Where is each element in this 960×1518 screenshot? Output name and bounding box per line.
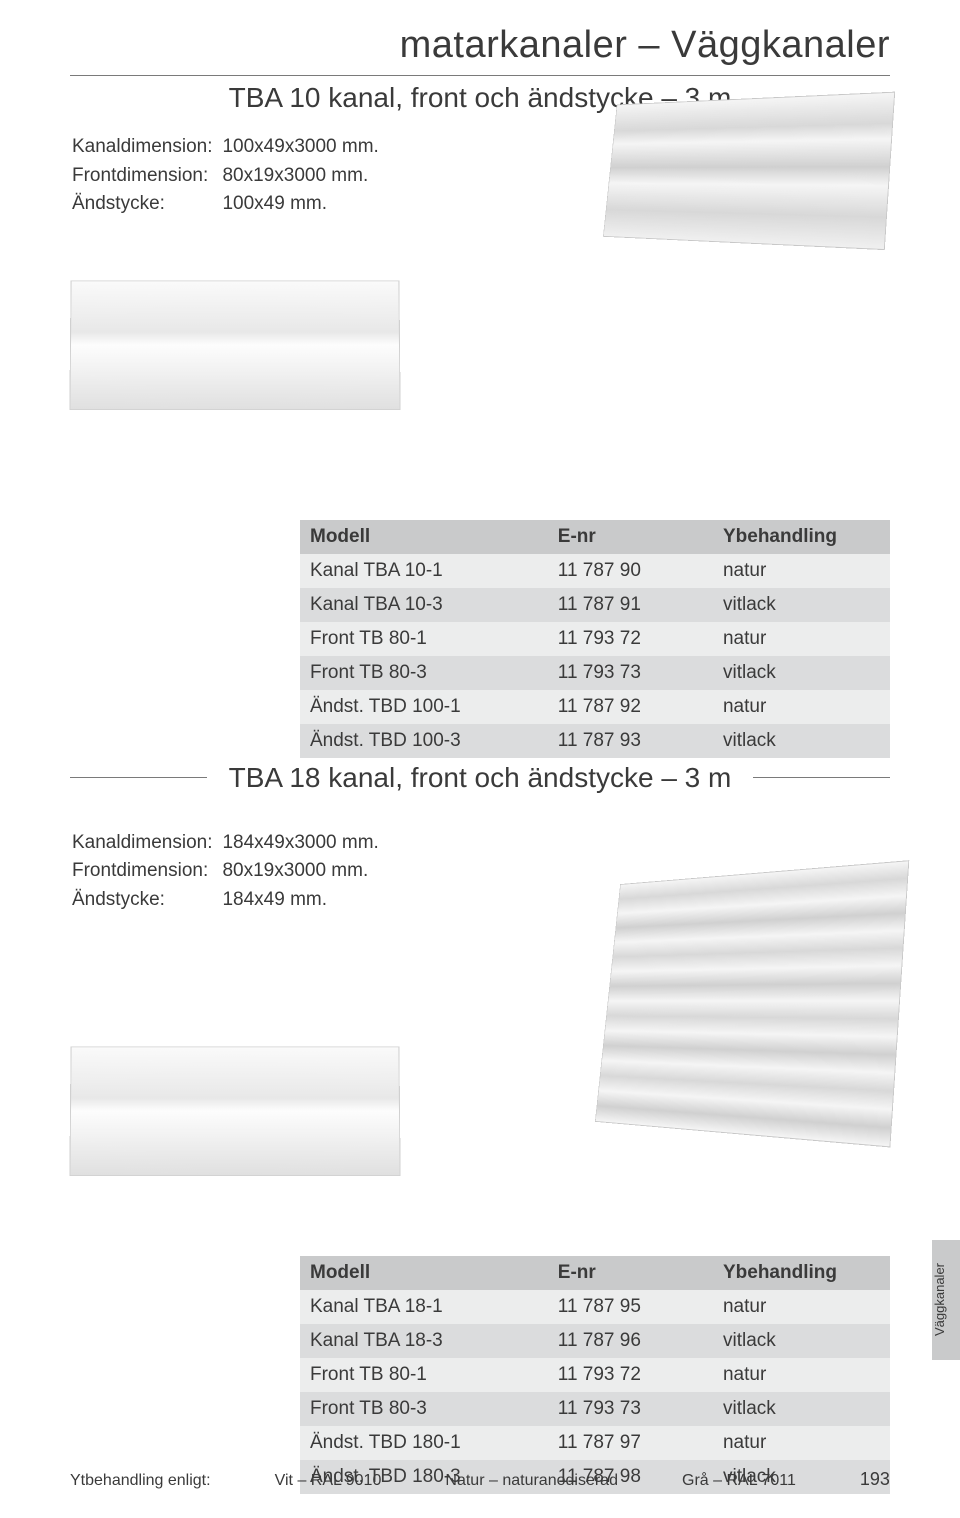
spec-value: 100x49x3000 mm. bbox=[222, 134, 378, 161]
cell-model: Front TB 80-1 bbox=[300, 622, 548, 656]
cell-model: Kanal TBA 18-3 bbox=[300, 1324, 548, 1358]
table-row: Ändst. TBD 180-111 787 97natur bbox=[300, 1426, 890, 1460]
footer-item: Vit – RAL 9010 bbox=[275, 1472, 382, 1490]
cell-enr: 11 793 73 bbox=[548, 656, 713, 690]
cell-yb: natur bbox=[713, 554, 890, 588]
cell-yb: vitlack bbox=[713, 1392, 890, 1426]
table-row: Front TB 80-111 793 72natur bbox=[300, 1358, 890, 1392]
spec-label: Frontdimension: bbox=[72, 163, 220, 190]
section2-divider: TBA 18 kanal, front och ändstycke – 3 m bbox=[70, 758, 890, 794]
cell-yb: natur bbox=[713, 1426, 890, 1460]
cell-yb: natur bbox=[713, 690, 890, 724]
page-title: matarkanaler – Väggkanaler bbox=[0, 0, 960, 75]
col-header-enr: E-nr bbox=[548, 1256, 713, 1290]
table-row: Front TB 80-311 793 73vitlack bbox=[300, 1392, 890, 1426]
cell-enr: 11 787 97 bbox=[548, 1426, 713, 1460]
cell-enr: 11 787 93 bbox=[548, 724, 713, 758]
cell-yb: natur bbox=[713, 622, 890, 656]
cell-yb: vitlack bbox=[713, 588, 890, 622]
cell-yb: natur bbox=[713, 1290, 890, 1324]
spec-value: 80x19x3000 mm. bbox=[222, 858, 378, 885]
cell-enr: 11 793 72 bbox=[548, 1358, 713, 1392]
table-row: Ändst. TBD 100-311 787 93vitlack bbox=[300, 724, 890, 758]
front-product-image bbox=[69, 1046, 400, 1176]
spec-label: Frontdimension: bbox=[72, 858, 220, 885]
cell-yb: natur bbox=[713, 1358, 890, 1392]
table-row: Kanal TBA 10-311 787 91vitlack bbox=[300, 588, 890, 622]
section1-table: Modell E-nr Ybehandling Kanal TBA 10-111… bbox=[300, 520, 890, 758]
spec-row: Frontdimension:80x19x3000 mm. bbox=[72, 163, 379, 190]
spec-row: Ändstycke:100x49 mm. bbox=[72, 191, 379, 218]
divider-line-left bbox=[70, 777, 207, 778]
cell-model: Ändst. TBD 180-1 bbox=[300, 1426, 548, 1460]
spec-label: Kanaldimension: bbox=[72, 830, 220, 857]
spec-label: Ändstycke: bbox=[72, 191, 220, 218]
cell-yb: vitlack bbox=[713, 1324, 890, 1358]
cell-enr: 11 787 90 bbox=[548, 554, 713, 588]
spec-label: Ändstycke: bbox=[72, 887, 220, 914]
table-row: Kanal TBA 18-111 787 95natur bbox=[300, 1290, 890, 1324]
cell-model: Ändst. TBD 100-1 bbox=[300, 690, 548, 724]
section2-specs: Kanaldimension:184x49x3000 mm. Frontdime… bbox=[0, 828, 381, 916]
spec-row: Kanaldimension:100x49x3000 mm. bbox=[72, 134, 379, 161]
cell-enr: 11 787 92 bbox=[548, 690, 713, 724]
section2-images bbox=[0, 916, 960, 1256]
spec-value: 184x49x3000 mm. bbox=[222, 830, 378, 857]
cell-model: Kanal TBA 18-1 bbox=[300, 1290, 548, 1324]
table-header-row: Modell E-nr Ybehandling bbox=[300, 1256, 890, 1290]
col-header-enr: E-nr bbox=[548, 520, 713, 554]
cell-enr: 11 793 73 bbox=[548, 1392, 713, 1426]
spec-value: 184x49 mm. bbox=[222, 887, 378, 914]
page-number: 193 bbox=[860, 1469, 890, 1490]
cell-model: Kanal TBA 10-3 bbox=[300, 588, 548, 622]
footer-item: Natur – naturanodiserad bbox=[445, 1472, 618, 1490]
col-header-ybehandling: Ybehandling bbox=[713, 520, 890, 554]
spec-value: 100x49 mm. bbox=[222, 191, 378, 218]
table-row: Kanal TBA 18-311 787 96vitlack bbox=[300, 1324, 890, 1358]
table-row: Ändst. TBD 100-111 787 92natur bbox=[300, 690, 890, 724]
footer-label: Ytbehandling enligt: bbox=[70, 1472, 211, 1490]
divider-line-right bbox=[753, 777, 890, 778]
cell-model: Front TB 80-3 bbox=[300, 656, 548, 690]
footer-item: Grå – RAL 7011 bbox=[682, 1472, 796, 1490]
col-header-ybehandling: Ybehandling bbox=[713, 1256, 890, 1290]
cell-model: Front TB 80-1 bbox=[300, 1358, 548, 1392]
kanal-product-image-tall bbox=[595, 860, 909, 1147]
footer: Ytbehandling enligt: Vit – RAL 9010 Natu… bbox=[70, 1469, 890, 1490]
section2-title: TBA 18 kanal, front och ändstycke – 3 m bbox=[207, 762, 754, 794]
spec-row: Frontdimension:80x19x3000 mm. bbox=[72, 858, 379, 885]
spec-label: Kanaldimension: bbox=[72, 134, 220, 161]
cell-enr: 11 793 72 bbox=[548, 622, 713, 656]
cell-yb: vitlack bbox=[713, 656, 890, 690]
section2-table: Modell E-nr Ybehandling Kanal TBA 18-111… bbox=[300, 1256, 890, 1494]
front-product-image bbox=[69, 280, 400, 410]
cell-enr: 11 787 96 bbox=[548, 1324, 713, 1358]
col-header-model: Modell bbox=[300, 520, 548, 554]
cell-model: Front TB 80-3 bbox=[300, 1392, 548, 1426]
section1-specs: Kanaldimension:100x49x3000 mm. Frontdime… bbox=[0, 132, 381, 220]
cell-enr: 11 787 95 bbox=[548, 1290, 713, 1324]
cell-model: Kanal TBA 10-1 bbox=[300, 554, 548, 588]
spec-value: 80x19x3000 mm. bbox=[222, 163, 378, 190]
side-tab: Väggkanaler bbox=[932, 1240, 960, 1360]
section1-images bbox=[0, 220, 960, 520]
kanal-product-image bbox=[603, 91, 895, 249]
table-row: Kanal TBA 10-111 787 90natur bbox=[300, 554, 890, 588]
table-row: Front TB 80-111 793 72natur bbox=[300, 622, 890, 656]
spec-row: Kanaldimension:184x49x3000 mm. bbox=[72, 830, 379, 857]
table-row: Front TB 80-311 793 73vitlack bbox=[300, 656, 890, 690]
table-header-row: Modell E-nr Ybehandling bbox=[300, 520, 890, 554]
col-header-model: Modell bbox=[300, 1256, 548, 1290]
spec-row: Ändstycke:184x49 mm. bbox=[72, 887, 379, 914]
cell-enr: 11 787 91 bbox=[548, 588, 713, 622]
cell-model: Ändst. TBD 100-3 bbox=[300, 724, 548, 758]
cell-yb: vitlack bbox=[713, 724, 890, 758]
